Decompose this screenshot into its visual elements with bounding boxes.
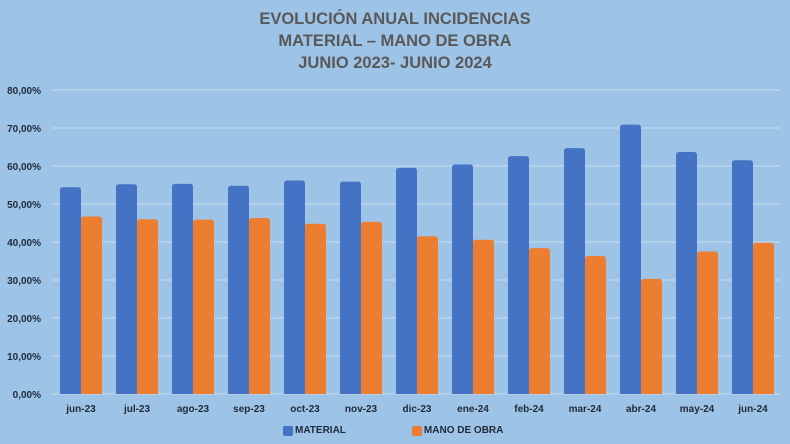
chart-title-line-2: MATERIAL – MANO DE OBRA bbox=[278, 32, 512, 50]
x-tick-label: nov-23 bbox=[345, 404, 378, 415]
bar-mano-de-obra bbox=[193, 219, 214, 394]
x-tick-label: jun-23 bbox=[65, 404, 96, 415]
bar-material bbox=[732, 160, 753, 394]
y-tick-label: 40,00% bbox=[7, 238, 41, 249]
bar-material bbox=[116, 184, 137, 394]
bar-material bbox=[452, 164, 473, 394]
x-tick-label: sep-23 bbox=[233, 404, 265, 415]
bar-material bbox=[396, 167, 417, 394]
legend-swatch-material bbox=[283, 425, 293, 436]
legend-label-material: MATERIAL bbox=[295, 425, 346, 436]
x-tick-label: may-24 bbox=[680, 404, 715, 415]
bar-material bbox=[172, 183, 193, 394]
x-tick-label: abr-24 bbox=[626, 404, 656, 415]
y-axis-ticks: 0,00% 10,00% 20,00% 30,00% 40,00% 50,00% 60,00… bbox=[7, 86, 41, 401]
bar-mano-de-obra bbox=[137, 219, 158, 394]
y-tick-label: 0,00% bbox=[13, 390, 41, 401]
chart-title-line-3: JUNIO 2023- JUNIO 2024 bbox=[298, 54, 492, 72]
y-tick-label: 60,00% bbox=[7, 162, 41, 173]
y-tick-label: 20,00% bbox=[7, 314, 41, 325]
y-tick-label: 50,00% bbox=[7, 200, 41, 211]
x-tick-label: dic-23 bbox=[403, 404, 432, 415]
bar-material bbox=[228, 185, 249, 394]
chart-title-line-1: EVOLUCIÓN ANUAL INCIDENCIAS bbox=[259, 10, 531, 28]
y-tick-label: 80,00% bbox=[7, 86, 41, 97]
x-tick-label: ene-24 bbox=[457, 404, 489, 415]
legend: MATERIAL MANO DE OBRA bbox=[283, 425, 503, 436]
x-tick-label: jul-23 bbox=[123, 404, 151, 415]
bar-material bbox=[564, 148, 585, 394]
y-tick-label: 30,00% bbox=[7, 276, 41, 287]
bar-material bbox=[60, 187, 81, 394]
x-tick-label: ago-23 bbox=[177, 404, 210, 415]
bar-material bbox=[508, 156, 529, 394]
bar-mano-de-obra bbox=[697, 251, 718, 394]
bar-mano-de-obra bbox=[641, 278, 662, 394]
bar-mano-de-obra bbox=[529, 248, 550, 394]
y-tick-label: 70,00% bbox=[7, 124, 41, 135]
bar-mano-de-obra bbox=[585, 256, 606, 394]
bar-material bbox=[340, 181, 361, 394]
x-tick-label: feb-24 bbox=[514, 404, 544, 415]
legend-label-mano-de-obra: MANO DE OBRA bbox=[423, 425, 504, 436]
legend-item-mano-de-obra: MANO DE OBRA bbox=[411, 425, 504, 436]
bar-mano-de-obra bbox=[361, 221, 382, 394]
x-tick-label: oct-23 bbox=[290, 404, 320, 415]
bar-mano-de-obra bbox=[305, 223, 326, 394]
legend-item-material: MATERIAL bbox=[283, 425, 346, 436]
bar-material bbox=[284, 180, 305, 394]
y-tick-label: 10,00% bbox=[7, 352, 41, 363]
x-axis-ticks: jun-23 jul-23 ago-23 sep-23 oct-23 nov-23 dic-… bbox=[65, 404, 768, 415]
legend-swatch-mano-de-obra bbox=[411, 425, 422, 436]
bar-mano-de-obra bbox=[81, 216, 102, 394]
bar-material bbox=[620, 124, 641, 394]
x-tick-label: mar-24 bbox=[569, 404, 602, 415]
x-tick-label: jun-24 bbox=[737, 404, 768, 415]
chart-title: EVOLUCIÓN ANUAL INCIDENCIAS MATERIAL – M… bbox=[0, 8, 790, 74]
bars bbox=[60, 124, 774, 394]
bar-mano-de-obra bbox=[473, 239, 494, 394]
bar-mano-de-obra bbox=[753, 242, 774, 394]
bar-mano-de-obra bbox=[417, 236, 438, 394]
bar-mano-de-obra bbox=[249, 218, 270, 394]
bar-material bbox=[676, 151, 697, 394]
